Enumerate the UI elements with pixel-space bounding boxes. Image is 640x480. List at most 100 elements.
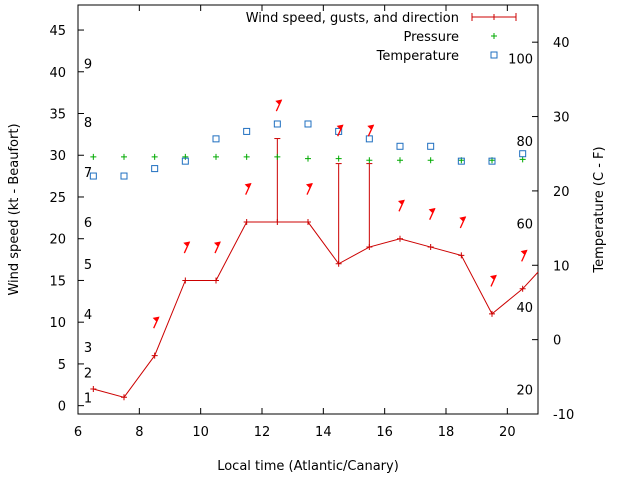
wind-arrow-head bbox=[305, 182, 313, 189]
temperature-point bbox=[457, 157, 465, 165]
legend-label: Temperature bbox=[376, 49, 459, 64]
x-axis-label: Local time (Atlantic/Canary) bbox=[217, 459, 399, 474]
pressure-point bbox=[397, 157, 403, 164]
pressure-point bbox=[151, 153, 158, 160]
wind-speed-point bbox=[427, 244, 434, 251]
x-tick-label: 12 bbox=[254, 425, 271, 440]
temperature-point bbox=[519, 150, 527, 158]
pressure-point bbox=[366, 157, 373, 164]
y-axis-label: Wind speed (kt - Beaufort) bbox=[7, 123, 22, 295]
pressure-point bbox=[90, 153, 97, 160]
y-tick-label: 5 bbox=[58, 358, 66, 373]
axes bbox=[77, 4, 539, 415]
temperature-point bbox=[427, 142, 435, 150]
fahrenheit-label: 80 bbox=[516, 135, 533, 150]
x-tick-label: 14 bbox=[315, 425, 332, 440]
wind-arrow-head bbox=[183, 241, 191, 247]
legend-swatch-point bbox=[490, 51, 498, 59]
beaufort-label: 6 bbox=[84, 216, 92, 231]
x-tick-label: 20 bbox=[499, 425, 516, 440]
beaufort-label: 9 bbox=[84, 57, 92, 72]
pressure-point bbox=[427, 157, 434, 164]
y-tick-label: 40 bbox=[49, 66, 66, 81]
beaufort-label: 1 bbox=[84, 391, 92, 406]
y2-axis-label: Temperature (C - F) bbox=[592, 146, 607, 273]
wind-arrow-head bbox=[489, 274, 497, 281]
temperature-point bbox=[273, 120, 281, 128]
fahrenheit-label: 20 bbox=[516, 383, 533, 398]
temperature-point bbox=[89, 172, 97, 180]
pressure-point bbox=[305, 155, 311, 162]
wind-speed-point bbox=[489, 310, 495, 317]
wind-direction-arrows bbox=[152, 99, 528, 329]
wind-speed-point bbox=[397, 235, 403, 242]
y-tick-label: 0 bbox=[58, 400, 66, 415]
plot-frame bbox=[77, 4, 539, 415]
y-tick-label: 25 bbox=[49, 191, 66, 206]
wind-speed-point bbox=[213, 277, 219, 284]
tick-labels: 6 8 10 12 14 16 18 20051015202530354045-1001020… bbox=[7, 24, 607, 474]
y-tick-label: 35 bbox=[49, 108, 66, 123]
pressure-point bbox=[243, 153, 250, 160]
beaufort-label: 2 bbox=[84, 366, 92, 381]
wind-arrow-head bbox=[275, 99, 283, 106]
beaufort-label: 3 bbox=[84, 341, 92, 356]
wind-arrow-head bbox=[520, 249, 528, 256]
pressure-point bbox=[335, 155, 342, 162]
wind-arrow-head bbox=[152, 316, 160, 323]
temperature-point bbox=[396, 142, 404, 150]
wind-speed-point bbox=[151, 352, 158, 359]
beaufort-label: 7 bbox=[84, 166, 92, 181]
y2-tick-label: -10 bbox=[553, 408, 574, 423]
y-tick-label: 30 bbox=[49, 149, 66, 164]
legend: Wind speed, gusts, and direction Pressure… bbox=[246, 11, 517, 64]
beaufort-label: 4 bbox=[84, 308, 92, 323]
pressure-point bbox=[182, 153, 189, 160]
pressure-point bbox=[213, 153, 219, 160]
wind-speed-line bbox=[93, 221, 539, 398]
wind-arrow-head bbox=[367, 124, 375, 131]
beaufort-label: 5 bbox=[84, 258, 92, 273]
wind-speed-point bbox=[121, 394, 127, 401]
wind-arrow-head bbox=[244, 182, 252, 189]
fahrenheit-label: 60 bbox=[516, 218, 533, 233]
wind-arrow-head bbox=[459, 216, 467, 222]
wind-speed-point bbox=[519, 285, 526, 292]
temperature-point bbox=[151, 165, 159, 173]
fahrenheit-label: 100 bbox=[508, 53, 533, 68]
x-tick-label: 18 bbox=[438, 425, 455, 440]
temperature-series bbox=[89, 120, 527, 180]
legend-label: Pressure bbox=[403, 30, 459, 45]
wind-arrow-head bbox=[336, 124, 344, 131]
y2-tick-label: 20 bbox=[553, 185, 570, 200]
legend-label: Wind speed, gusts, and direction bbox=[246, 11, 459, 26]
temperature-point bbox=[304, 120, 312, 128]
x-tick-label: 8 bbox=[135, 425, 143, 440]
fahrenheit-label: 40 bbox=[516, 301, 533, 316]
wind-speed-point bbox=[243, 219, 250, 226]
x-tick-label: 6 bbox=[74, 425, 82, 440]
temperature-point bbox=[243, 127, 251, 135]
beaufort-label: 8 bbox=[84, 116, 92, 131]
pressure-point bbox=[519, 156, 526, 163]
y-tick-label: 15 bbox=[49, 274, 66, 289]
y2-tick-label: 0 bbox=[553, 334, 561, 349]
temperature-point bbox=[212, 135, 220, 143]
temperature-point bbox=[120, 172, 128, 180]
wind-speed-point bbox=[182, 277, 189, 284]
pressure-point bbox=[121, 153, 127, 160]
x-tick-label: 16 bbox=[376, 425, 393, 440]
wind-arrow-head bbox=[397, 199, 405, 206]
wind-speed-point bbox=[458, 252, 465, 259]
y2-tick-label: 10 bbox=[553, 259, 570, 274]
x-tick-label: 10 bbox=[192, 425, 209, 440]
temperature-point bbox=[488, 157, 496, 165]
y-tick-label: 10 bbox=[49, 316, 66, 331]
temperature-point bbox=[365, 135, 373, 143]
wind-arrow-head bbox=[428, 207, 436, 214]
y2-tick-label: 40 bbox=[553, 36, 570, 51]
y-tick-label: 20 bbox=[49, 233, 66, 248]
wind-arrow-head bbox=[213, 241, 221, 247]
temperature-point bbox=[181, 157, 189, 165]
